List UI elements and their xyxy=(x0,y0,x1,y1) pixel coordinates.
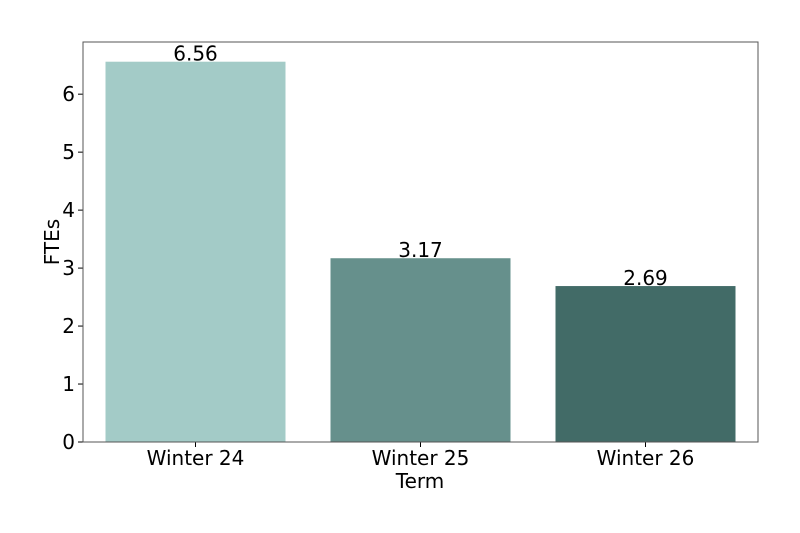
x-axis-label: Term xyxy=(395,469,444,493)
bar xyxy=(555,286,736,442)
value-label: 6.56 xyxy=(173,42,218,66)
x-tick-label: Winter 26 xyxy=(597,446,695,470)
value-label: 3.17 xyxy=(398,238,443,262)
y-axis-label: FTEs xyxy=(40,219,64,265)
y-tick-label: 3 xyxy=(62,256,75,280)
x-tick-label: Winter 24 xyxy=(147,446,245,470)
x-tick-label: Winter 25 xyxy=(372,446,470,470)
y-tick-label: 4 xyxy=(62,198,75,222)
y-tick-label: 1 xyxy=(62,372,75,396)
y-tick-label: 5 xyxy=(62,140,75,164)
value-label: 2.69 xyxy=(623,266,668,290)
y-tick-label: 2 xyxy=(62,314,75,338)
y-tick-label: 0 xyxy=(62,430,75,454)
bar xyxy=(330,258,511,442)
bar xyxy=(105,61,286,442)
y-tick-label: 6 xyxy=(62,82,75,106)
plot-frame xyxy=(82,41,759,443)
